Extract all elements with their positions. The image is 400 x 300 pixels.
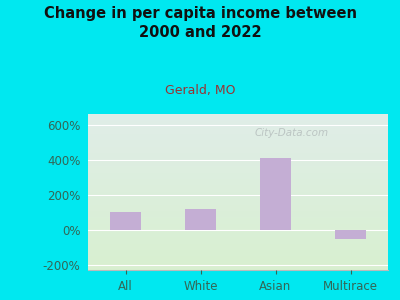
- Text: Gerald, MO: Gerald, MO: [165, 84, 235, 97]
- Bar: [335, 230, 366, 239]
- Bar: [110, 212, 141, 230]
- Bar: [185, 209, 216, 230]
- Text: Change in per capita income between
2000 and 2022: Change in per capita income between 2000…: [44, 6, 356, 40]
- Bar: [260, 158, 291, 230]
- Text: City-Data.com: City-Data.com: [255, 128, 329, 138]
